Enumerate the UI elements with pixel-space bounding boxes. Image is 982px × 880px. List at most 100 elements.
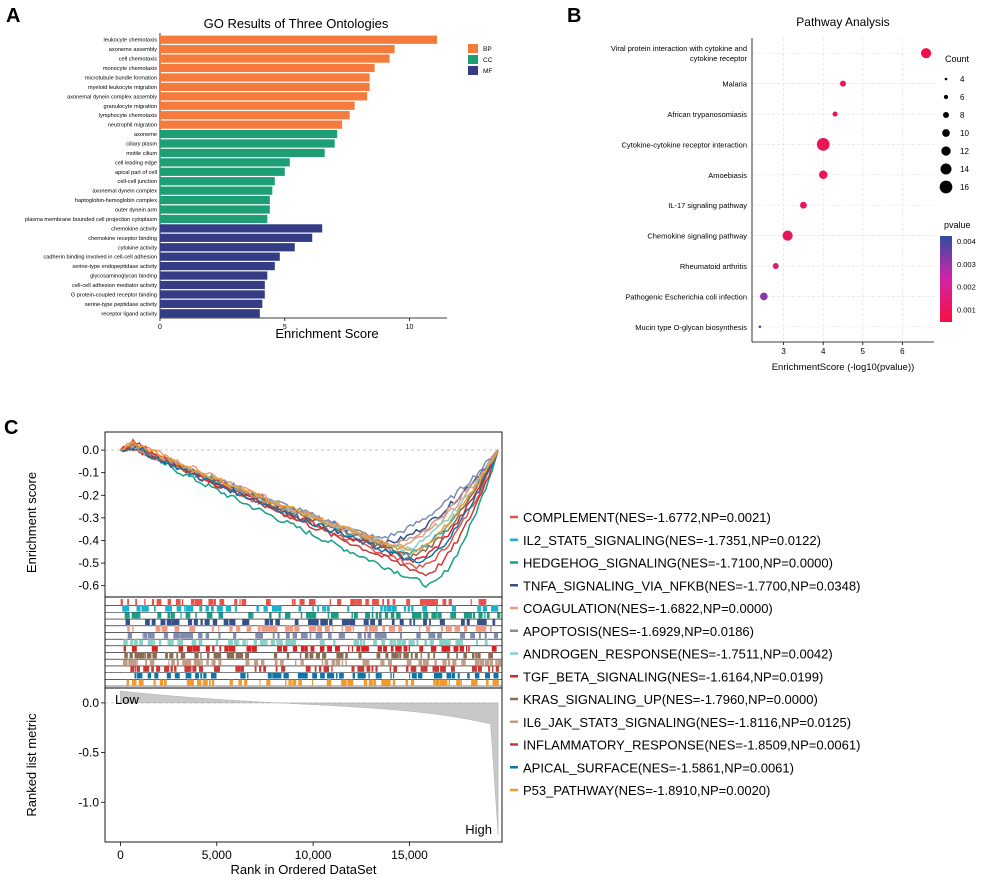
hit-mark xyxy=(136,665,139,672)
hit-strip-il6-jak-stat3-signaling xyxy=(123,659,502,666)
legend-swatch-bp xyxy=(468,44,478,53)
hit-mark xyxy=(240,652,244,659)
hit-mark xyxy=(129,632,132,639)
hit-mark xyxy=(497,659,502,666)
hit-mark xyxy=(424,619,427,625)
hit-mark xyxy=(363,619,369,625)
hit-mark xyxy=(181,632,183,639)
pathway-label: Chemokine signaling pathway xyxy=(647,232,747,241)
hit-mark xyxy=(256,632,262,639)
hit-mark xyxy=(136,612,138,619)
hit-mark xyxy=(403,652,407,659)
hit-mark xyxy=(435,665,439,672)
hit-mark xyxy=(460,632,464,639)
hit-mark xyxy=(187,659,192,666)
hit-mark xyxy=(364,632,366,639)
hit-mark xyxy=(211,679,215,686)
hit-mark xyxy=(358,632,361,639)
hit-mark xyxy=(209,679,211,686)
hit-mark xyxy=(312,672,317,679)
hit-mark xyxy=(272,632,275,639)
hit-mark xyxy=(322,605,325,612)
x-tick-label: 3 xyxy=(781,347,786,356)
hit-mark xyxy=(358,652,362,659)
hit-mark xyxy=(397,639,402,646)
hit-mark xyxy=(456,679,461,686)
hit-mark xyxy=(477,619,482,625)
hit-mark xyxy=(164,665,169,672)
hit-mark xyxy=(324,605,327,612)
hit-mark xyxy=(450,625,452,632)
bar-25 xyxy=(160,262,275,271)
hit-mark xyxy=(136,672,142,679)
hit-mark xyxy=(403,645,408,652)
hit-mark xyxy=(475,659,479,666)
hit-mark xyxy=(377,645,382,652)
hit-mark xyxy=(484,632,487,639)
hit-mark xyxy=(419,625,421,632)
category-label: axoneme xyxy=(134,132,157,138)
hit-mark xyxy=(335,672,338,679)
hit-mark xyxy=(279,672,282,679)
hit-mark xyxy=(180,612,182,619)
hit-mark xyxy=(433,599,437,605)
hit-mark xyxy=(170,605,172,612)
hit-mark xyxy=(314,665,317,672)
hit-mark xyxy=(176,659,179,666)
hit-mark xyxy=(384,612,389,619)
hit-mark xyxy=(461,659,466,666)
hit-mark xyxy=(482,599,487,605)
hit-mark xyxy=(176,605,182,612)
hit-mark xyxy=(165,652,168,659)
hit-mark xyxy=(215,639,219,646)
hit-mark xyxy=(354,599,357,605)
hit-mark xyxy=(376,652,381,659)
gsea-legend-label: TGF_BETA_SIGNALING(NES=-1.6164,NP=0.0199… xyxy=(523,669,823,684)
hit-mark xyxy=(238,639,240,646)
hit-mark xyxy=(446,672,452,679)
hit-mark xyxy=(341,619,347,625)
hit-mark xyxy=(312,605,314,612)
category-label: myeloid leukocyte migration xyxy=(88,85,157,91)
hit-mark xyxy=(394,652,399,659)
hit-mark xyxy=(371,665,374,672)
hit-mark xyxy=(372,605,374,612)
hit-mark xyxy=(167,665,170,672)
hit-mark xyxy=(185,632,190,639)
hit-mark xyxy=(204,619,208,625)
category-label: cell leading edge xyxy=(115,160,157,166)
hit-mark xyxy=(212,645,215,652)
hit-mark xyxy=(131,612,137,619)
gsea-legend-label: TNFA_SIGNALING_VIA_NFKB(NES=-1.7700,NP=0… xyxy=(523,578,860,593)
hit-mark xyxy=(451,605,456,612)
hit-mark xyxy=(450,612,454,619)
hit-mark xyxy=(177,632,178,639)
hit-mark xyxy=(352,625,355,632)
hit-mark xyxy=(209,612,213,619)
bar-10 xyxy=(160,120,343,129)
hit-mark xyxy=(406,599,411,605)
bar-27 xyxy=(160,280,265,290)
hit-mark xyxy=(272,605,276,612)
hit-mark xyxy=(423,612,428,619)
hit-mark xyxy=(229,639,233,646)
hit-mark xyxy=(135,599,137,605)
hit-mark xyxy=(192,645,196,652)
gsea-legend-label: INFLAMMATORY_RESPONSE(NES=-1.8509,NP=0.0… xyxy=(523,738,860,753)
hit-mark xyxy=(189,645,193,652)
pathway-label: Rheumatoid arthritis xyxy=(680,262,747,271)
hit-mark xyxy=(234,639,238,646)
hit-mark xyxy=(433,679,436,686)
hit-mark xyxy=(315,619,319,625)
hit-mark xyxy=(223,619,229,625)
hit-mark xyxy=(416,612,422,619)
hit-mark xyxy=(399,619,402,625)
bar-7 xyxy=(160,92,368,101)
hit-mark xyxy=(134,672,137,679)
hit-mark xyxy=(409,672,411,679)
hit-mark xyxy=(398,625,402,632)
bar-4 xyxy=(160,63,375,73)
hit-mark xyxy=(195,612,197,619)
hit-mark xyxy=(298,679,302,686)
hit-mark xyxy=(363,679,368,686)
